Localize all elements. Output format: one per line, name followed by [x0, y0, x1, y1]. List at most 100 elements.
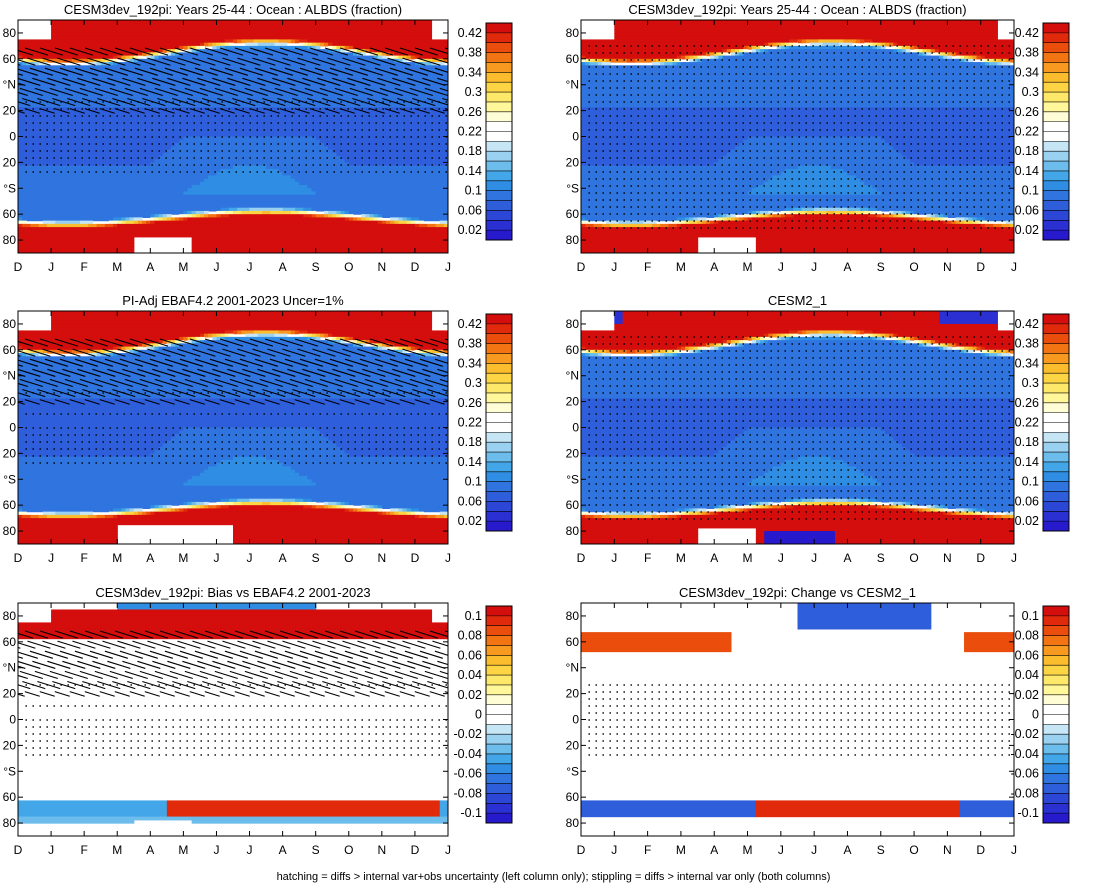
heatmap-cell [150, 508, 156, 513]
heatmap-cell [581, 152, 728, 157]
heatmap-cell [797, 39, 803, 44]
heatmap-cell [680, 511, 686, 516]
heatmap-cell [348, 217, 354, 222]
heatmap-cell [154, 214, 160, 219]
colorbar-swatch [1043, 744, 1069, 755]
colorbar-label: 0.06 [458, 494, 482, 508]
heatmap-cell [423, 353, 433, 357]
heatmap-cell [614, 311, 624, 315]
heatmap-cell [993, 514, 1003, 519]
heatmap-cell [18, 240, 135, 244]
heatmap-cell [735, 343, 740, 348]
heatmap-cell [365, 508, 371, 513]
heatmap-cell [581, 39, 790, 44]
heatmap-cell [780, 210, 790, 215]
colorbar-swatch [486, 432, 512, 443]
heatmap-cell [743, 336, 749, 341]
heatmap-cell [390, 55, 395, 60]
colorbar-swatch [1043, 645, 1069, 656]
heatmap-cell [385, 220, 391, 225]
heatmap-cell [914, 210, 1014, 215]
heatmap-cell [125, 217, 131, 222]
heatmap-cell [435, 62, 445, 66]
colorbar-label: 0.42 [458, 317, 482, 331]
heatmap-cell [129, 217, 135, 222]
x-tick-label: J [48, 260, 54, 274]
heatmap-cell [18, 330, 226, 335]
heatmap-cell [747, 45, 753, 50]
heatmap-cell [348, 336, 354, 341]
heatmap-cell [964, 58, 969, 63]
colorbar-label: 0.02 [458, 514, 482, 528]
heatmap-cell [410, 220, 416, 225]
colorbar-swatch [486, 314, 512, 325]
heatmap-cell [893, 505, 899, 510]
heatmap-cell [18, 433, 176, 438]
heatmap-cell [685, 55, 690, 60]
heatmap-cell [834, 534, 1014, 539]
heatmap-cell [299, 333, 304, 338]
heatmap-cell [614, 26, 998, 31]
heatmap-cell [680, 346, 686, 351]
heatmap-cell [955, 217, 965, 222]
y-tick-label: 80 [3, 609, 17, 623]
heatmap-cell [18, 424, 448, 429]
heatmap-cell [137, 55, 143, 60]
heatmap-cell [390, 52, 395, 57]
heatmap-cell [581, 382, 1014, 387]
heatmap-cell [332, 505, 337, 510]
stipple-dots [25, 392, 447, 464]
heatmap-cell [352, 343, 358, 348]
heatmap-cell [208, 175, 292, 180]
heatmap-cell [714, 220, 719, 225]
heatmap-cell [581, 372, 1014, 377]
heatmap-cell [685, 511, 690, 516]
heatmap-cell [797, 210, 807, 215]
heatmap-cell [730, 340, 736, 344]
heatmap-cell [220, 498, 230, 503]
heatmap-cell [361, 52, 366, 57]
heatmap-cell [18, 236, 135, 241]
heatmap-cell [278, 168, 448, 173]
heatmap-cell [980, 223, 986, 228]
heatmap-cell [730, 217, 736, 222]
heatmap-cell [307, 333, 313, 338]
heatmap-cell [46, 349, 65, 354]
heatmap-cell [689, 58, 695, 63]
heatmap-cell [30, 58, 36, 63]
heatmap-cell [780, 336, 786, 341]
heatmap-cell [369, 49, 375, 53]
heatmap-cell [166, 806, 441, 811]
heatmap-cell [46, 514, 89, 519]
heatmap-cell [826, 210, 836, 215]
heatmap-cell [676, 55, 682, 60]
heatmap-cell [175, 217, 180, 222]
colorbar: 0.10.080.060.040.020-0.02-0.04-0.06-0.08… [454, 605, 513, 824]
heatmap-cell [216, 333, 222, 338]
heatmap-cell [18, 243, 135, 248]
heatmap-cell [117, 62, 416, 66]
heatmap-cell [290, 330, 296, 335]
heatmap-cell [348, 210, 448, 215]
heatmap-cell [581, 476, 757, 480]
heatmap-cell [997, 62, 1003, 66]
heatmap-cell [876, 336, 882, 341]
heatmap-cell [581, 336, 744, 341]
x-tick-label: D [14, 551, 23, 565]
heatmap-cell [747, 482, 882, 487]
heatmap-cell [984, 346, 1014, 351]
heatmap-cell [18, 508, 23, 513]
heatmap-cell [241, 210, 263, 215]
y-tick-label: 60 [3, 207, 17, 221]
x-tick-label: J [247, 843, 253, 857]
heatmap-cell [939, 320, 998, 325]
heatmap-cell [901, 443, 1014, 448]
x-tick-label: M [112, 843, 122, 857]
heatmap-cell [1001, 353, 1011, 357]
heatmap-cell [581, 800, 757, 805]
heatmap-cell [581, 223, 586, 228]
heatmap-cell [668, 223, 678, 228]
heatmap-cell [918, 217, 924, 222]
x-tick-label: N [943, 260, 952, 274]
heatmap-cell [668, 349, 674, 354]
